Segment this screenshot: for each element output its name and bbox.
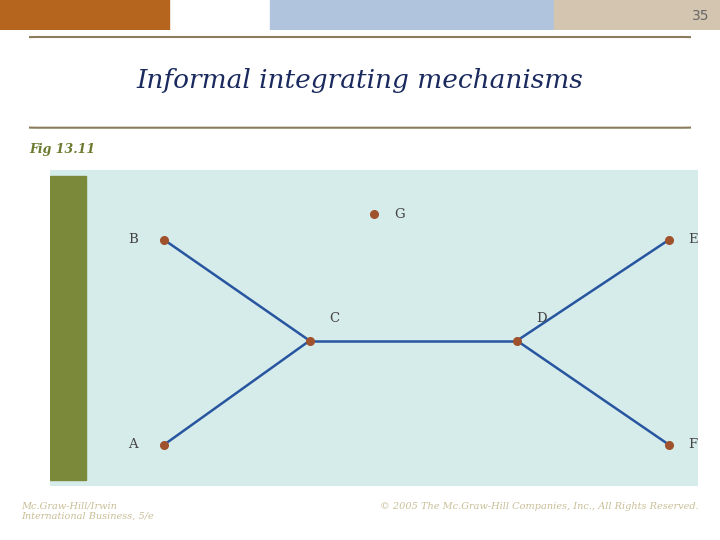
Text: E: E <box>688 233 698 246</box>
Text: B: B <box>128 233 138 246</box>
Text: D: D <box>536 312 547 325</box>
Bar <box>50 177 86 480</box>
Text: G: G <box>394 208 405 221</box>
FancyBboxPatch shape <box>16 37 704 128</box>
Bar <box>554 0 720 30</box>
Text: Mc.Graw-Hill/Irwin
International Business, 5/e: Mc.Graw-Hill/Irwin International Busines… <box>22 502 154 521</box>
Bar <box>270 0 554 30</box>
Text: A: A <box>128 438 138 451</box>
Text: Fig 13.11: Fig 13.11 <box>29 143 95 157</box>
Text: 35: 35 <box>692 9 709 23</box>
Text: F: F <box>688 438 698 451</box>
Text: C: C <box>329 312 339 325</box>
Bar <box>0 0 169 30</box>
Text: © 2005 The Mc.Graw-Hill Companies, Inc., All Rights Reserved.: © 2005 The Mc.Graw-Hill Companies, Inc.,… <box>379 502 698 510</box>
Text: Informal integrating mechanisms: Informal integrating mechanisms <box>137 68 583 93</box>
